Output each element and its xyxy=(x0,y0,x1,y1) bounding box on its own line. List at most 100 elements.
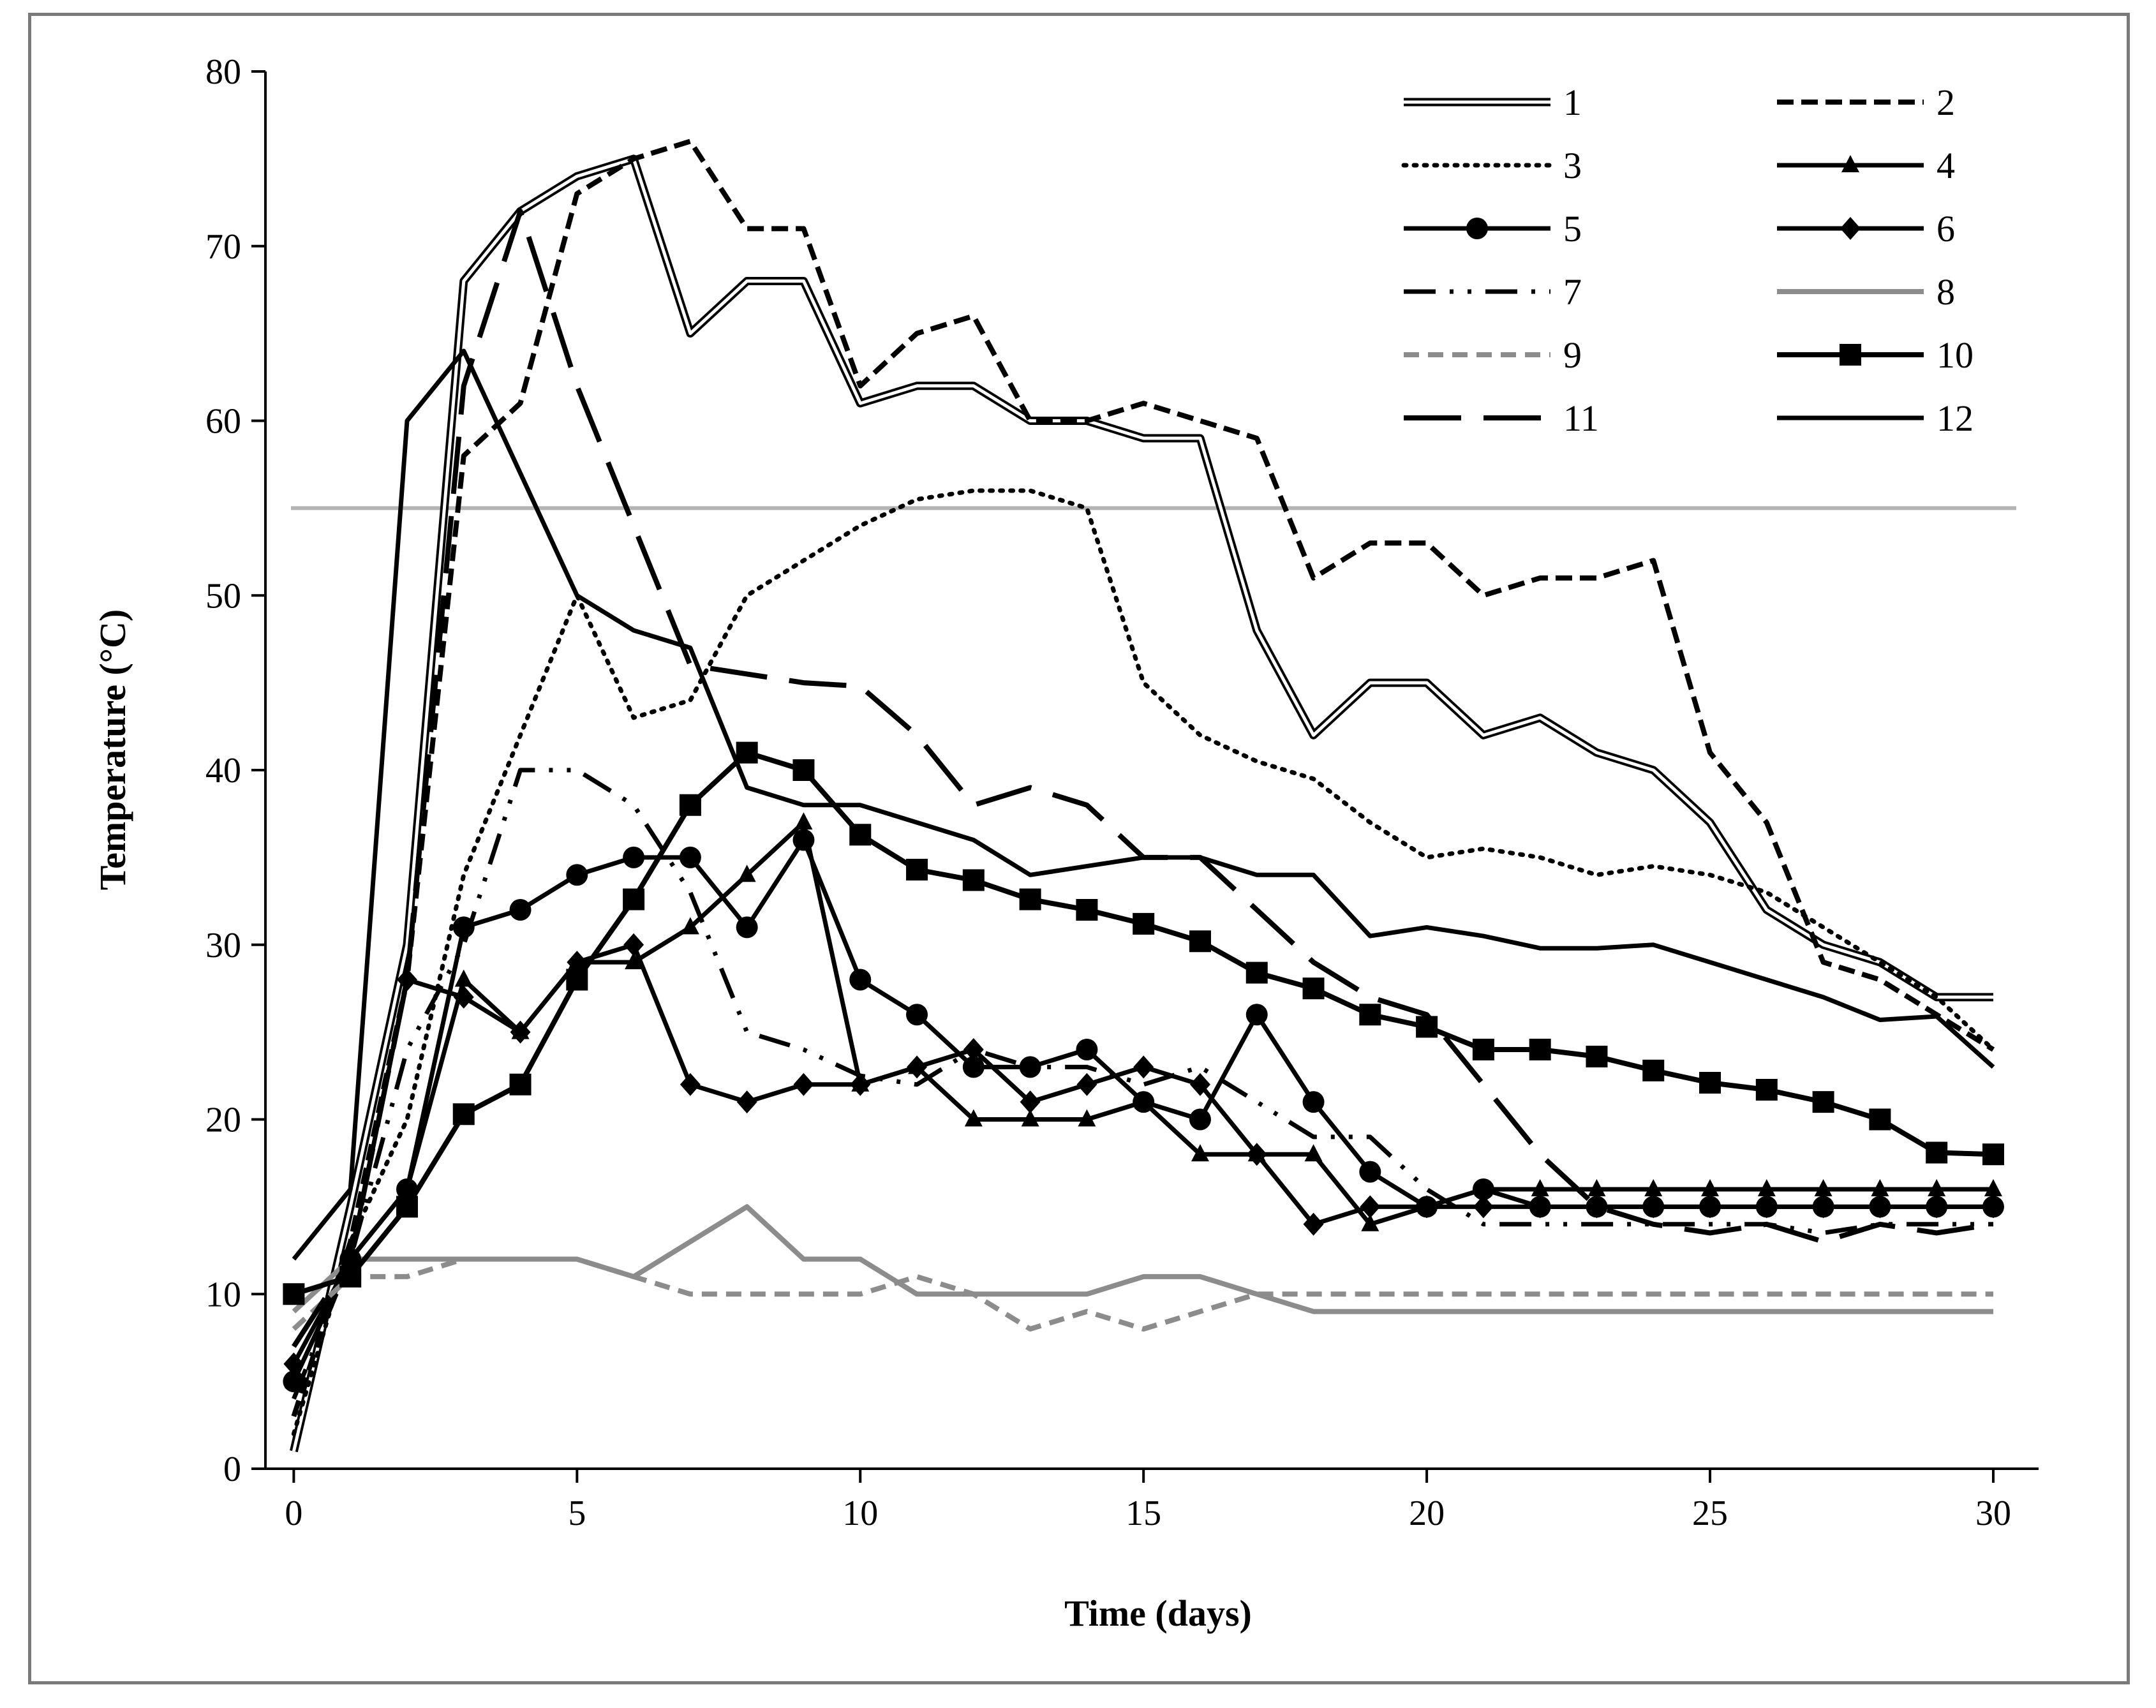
series-6-point xyxy=(340,1247,361,1271)
series-6-point xyxy=(623,933,644,956)
y-tick-label: 20 xyxy=(205,1101,241,1140)
series-6-point xyxy=(1529,1195,1550,1219)
legend-label-2: 2 xyxy=(1937,82,1955,123)
series-10-point xyxy=(1869,1108,1891,1131)
series-5-point xyxy=(1189,1108,1211,1131)
series-6-point xyxy=(1020,1090,1041,1114)
series-6-point xyxy=(283,1352,304,1376)
markers-group xyxy=(283,741,2004,1393)
legend-label-7: 7 xyxy=(1563,271,1582,313)
series-12-line xyxy=(292,348,1995,1261)
series-6-point xyxy=(1870,1195,1891,1219)
series-4-point xyxy=(1531,1179,1549,1196)
x-tick-label: 10 xyxy=(842,1494,878,1533)
series-10-point xyxy=(1076,899,1098,921)
series-5-point xyxy=(1019,1056,1041,1078)
legend-marker-10 xyxy=(1840,344,1861,366)
series-10-point xyxy=(1926,1141,1948,1164)
legend-marker-4 xyxy=(1841,155,1859,172)
series-10-point xyxy=(283,1283,305,1305)
series-4-point xyxy=(1928,1179,1946,1196)
series-6-point xyxy=(396,968,417,991)
series-5-point xyxy=(1359,1161,1381,1183)
series-5-point xyxy=(906,1004,928,1026)
series-6-point xyxy=(1473,1195,1494,1219)
x-tick-label: 20 xyxy=(1409,1494,1445,1533)
series-2-line xyxy=(291,138,1995,1418)
y-tick-label: 30 xyxy=(205,926,241,965)
series-6-point xyxy=(1813,1195,1834,1219)
series-4-point xyxy=(1871,1179,1889,1196)
x-tick-label: 5 xyxy=(568,1494,586,1533)
series-4-point xyxy=(1361,1214,1379,1231)
series-5-point xyxy=(396,1178,418,1200)
series-10-point xyxy=(623,888,645,910)
series-5-point xyxy=(849,969,872,991)
series-8-line xyxy=(292,1204,1993,1314)
series-10-point xyxy=(736,741,758,764)
series-4-point xyxy=(1757,1179,1776,1196)
y-tick-label: 80 xyxy=(205,52,241,92)
series-10-point xyxy=(1642,1059,1665,1081)
series-5-point xyxy=(623,846,645,868)
series-6-point xyxy=(1189,1073,1210,1096)
series-4-point xyxy=(1191,1144,1209,1162)
series-10-line xyxy=(293,750,1994,1297)
series-10-point xyxy=(906,859,928,881)
series-4-point xyxy=(794,812,813,830)
series-5-point xyxy=(509,899,532,921)
x-tick-label: 0 xyxy=(285,1494,302,1533)
legend-label-9: 9 xyxy=(1563,334,1582,376)
series-4-point xyxy=(1021,1109,1039,1127)
x-tick-label: 25 xyxy=(1692,1494,1728,1533)
series-6-point xyxy=(1416,1195,1438,1219)
series-10-point xyxy=(1359,1004,1381,1026)
series-5-point xyxy=(1302,1091,1325,1113)
series-10-point xyxy=(1982,1143,2004,1166)
legend-label-1: 1 xyxy=(1563,82,1582,123)
series-10-point xyxy=(962,869,985,891)
series-3-line xyxy=(291,488,1996,1436)
series-5-point xyxy=(452,916,475,939)
series-9-line xyxy=(292,1256,1993,1332)
series-6-point xyxy=(736,1090,757,1114)
series-10-point xyxy=(1755,1078,1778,1101)
legend-label-3: 3 xyxy=(1563,145,1582,186)
y-tick-label: 50 xyxy=(205,576,241,616)
series-4-point xyxy=(681,917,699,935)
series-1-line-inner xyxy=(292,157,1993,1452)
series-10-point xyxy=(452,1103,475,1125)
series-6-point xyxy=(1700,1195,1721,1219)
series-10-point xyxy=(396,1196,418,1218)
series-4-point xyxy=(1587,1179,1606,1196)
series-10-point xyxy=(849,824,872,846)
series-4-point xyxy=(1814,1179,1833,1196)
legend-label-12: 12 xyxy=(1937,397,1974,439)
series-5-point xyxy=(1472,1178,1494,1200)
series-10-point xyxy=(1472,1039,1494,1060)
series-5-point xyxy=(962,1056,985,1078)
y-tick-label: 60 xyxy=(205,402,241,442)
y-tick-label: 70 xyxy=(205,227,241,267)
series-5-point xyxy=(736,916,758,939)
series-10-point xyxy=(1699,1072,1721,1094)
legend-marker-6 xyxy=(1840,217,1861,240)
series-5-point xyxy=(792,829,815,851)
legend-label-4: 4 xyxy=(1937,145,1955,186)
series-6-point xyxy=(1133,1055,1154,1079)
series-11-line xyxy=(292,209,1994,1348)
series-10-point xyxy=(1245,962,1268,984)
series-4-point xyxy=(1701,1179,1720,1196)
series-4-point xyxy=(964,1109,983,1127)
legend-label-10: 10 xyxy=(1937,334,1974,376)
y-tick-label: 0 xyxy=(223,1450,241,1489)
series-10-point xyxy=(792,759,815,781)
series-5-point xyxy=(1133,1091,1155,1113)
legend-label-5: 5 xyxy=(1563,208,1582,249)
legend-label-11: 11 xyxy=(1563,397,1599,439)
series-6-point xyxy=(1076,1073,1097,1096)
series-5-point xyxy=(566,864,588,886)
